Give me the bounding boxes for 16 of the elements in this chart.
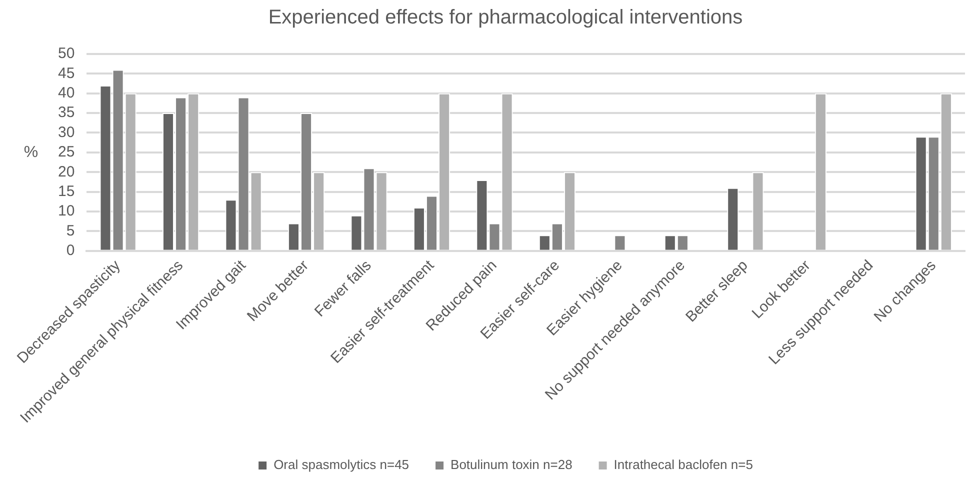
y-tick-label: 15 — [58, 182, 75, 200]
y-tick-label: 50 — [58, 45, 75, 62]
y-tick-label: 0 — [66, 242, 75, 259]
y-tick-label: 20 — [58, 163, 75, 180]
y-tick-label: 10 — [58, 202, 75, 220]
legend-label: Intrathecal baclofen n=5 — [614, 457, 753, 472]
y-tick-label: 45 — [58, 64, 75, 82]
legend-label: Botulinum toxin n=28 — [450, 457, 572, 472]
y-tick-label: 35 — [58, 104, 75, 122]
y-tick-label: 5 — [66, 222, 75, 240]
legend-label: Oral spasmolytics n=45 — [274, 457, 410, 472]
chart-title: Experienced effects for pharmacological interventions — [268, 6, 743, 29]
y-tick-label: 30 — [58, 124, 75, 141]
y-tick-label: 25 — [58, 144, 75, 161]
y-axis-title: % — [24, 144, 38, 161]
y-tick-label: 40 — [58, 84, 75, 102]
